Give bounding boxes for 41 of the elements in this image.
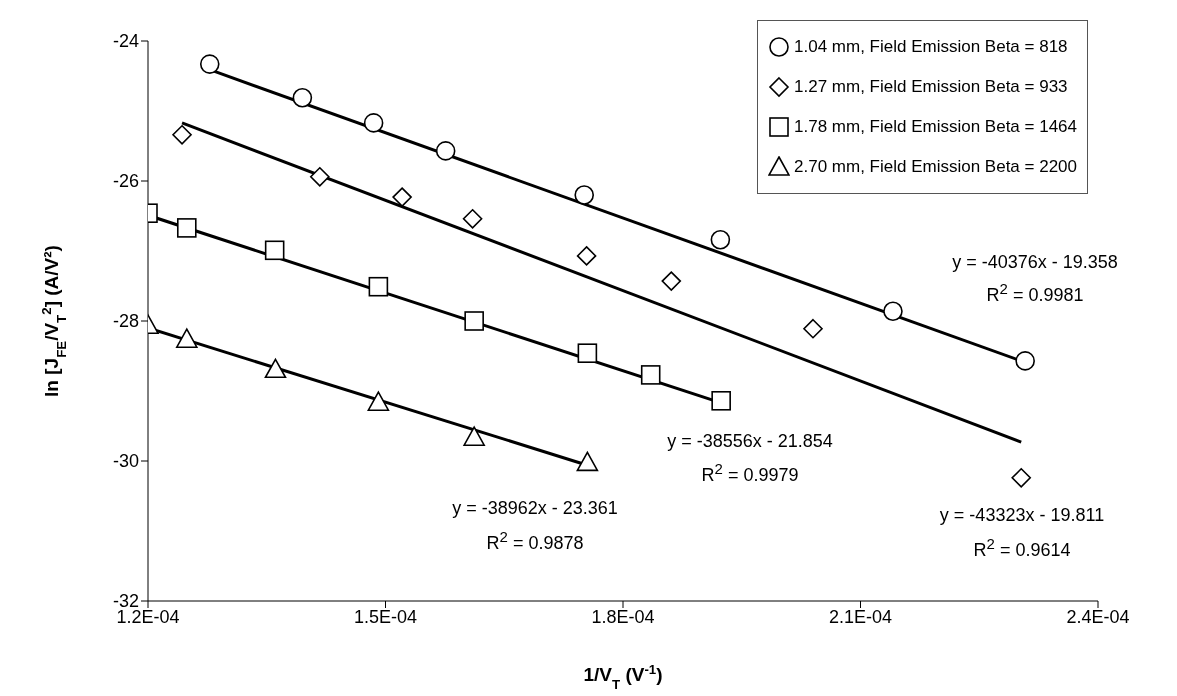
point xyxy=(464,311,484,331)
annotation: R$^{2}$ = 0.9614 xyxy=(973,535,1071,561)
annotation: y = -38556x - 21.854 xyxy=(667,430,833,452)
annotation: R$^{2}$ = 0.9979 xyxy=(701,460,799,486)
y-tick-label: -30 xyxy=(112,451,139,472)
point xyxy=(264,240,285,261)
annotation: y = -40376x - 19.358 xyxy=(952,251,1118,273)
annotation: R$^{2}$ = 0.9981 xyxy=(986,280,1084,306)
point xyxy=(175,328,198,348)
point xyxy=(292,87,313,108)
y-tick-label: -28 xyxy=(112,311,139,332)
x-tick-label: 2.1E-04 xyxy=(828,606,893,627)
y-tick-label: -24 xyxy=(112,31,139,52)
point xyxy=(576,451,599,472)
point xyxy=(1015,351,1035,371)
point xyxy=(640,365,661,385)
legend-label: 2.70 mm, Field Emission Beta = 2200 xyxy=(794,157,1077,177)
point xyxy=(176,218,197,238)
x-tick-label: 2.4E-04 xyxy=(1066,606,1130,627)
point xyxy=(363,113,384,133)
x-tick-label: 1.8E-04 xyxy=(591,606,655,627)
point xyxy=(309,167,330,187)
annotation: y = -43323x - 19.811 xyxy=(939,504,1105,526)
y-tick-label: -26 xyxy=(112,171,139,192)
point xyxy=(264,358,287,379)
annotation: y = -38962x - 23.361 xyxy=(452,497,618,519)
point xyxy=(435,141,456,161)
legend-label: 1.04 mm, Field Emission Beta = 818 xyxy=(794,37,1068,57)
point xyxy=(883,301,903,321)
legend-label: 1.78 mm, Field Emission Beta = 1464 xyxy=(794,117,1077,137)
point xyxy=(199,54,220,74)
point xyxy=(463,426,485,446)
point xyxy=(577,343,598,363)
point xyxy=(368,276,389,297)
x-axis-title: 1/V$_{T}$ (V$^{-1}$) xyxy=(583,661,663,692)
x-tick-label: 1.5E-04 xyxy=(353,606,418,627)
point xyxy=(711,391,731,411)
legend-label: 1.27 mm, Field Emission Beta = 933 xyxy=(794,77,1068,97)
x-tick-label: 1.2E-04 xyxy=(116,606,180,627)
point xyxy=(367,391,390,411)
annotation: R$^{2}$ = 0.9878 xyxy=(486,528,584,554)
